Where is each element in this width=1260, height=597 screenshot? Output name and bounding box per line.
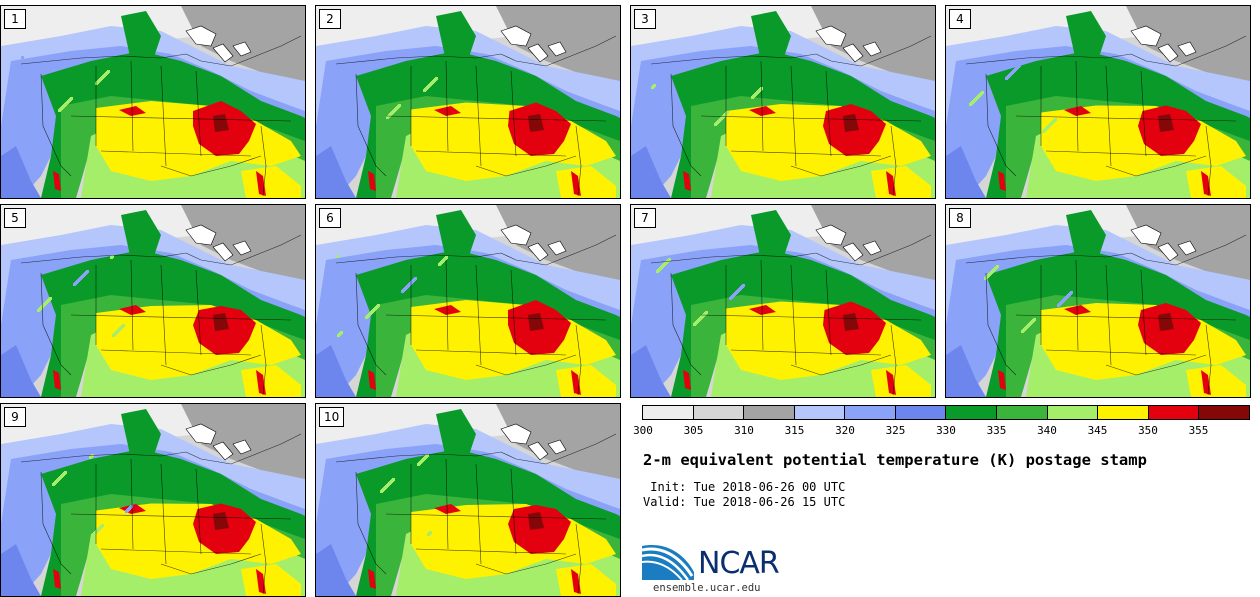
colorbar-tick-label: 300	[633, 424, 653, 437]
member-panel-7: 7	[630, 204, 936, 398]
colorbar	[642, 405, 1250, 420]
member-label: 2	[319, 9, 341, 29]
member-label: 4	[949, 9, 971, 29]
colorbar-segment	[1047, 406, 1099, 419]
colorbar-tick-label: 335	[986, 424, 1007, 437]
colorbar-segment	[997, 406, 1048, 419]
member-panel-5: 5	[0, 204, 306, 398]
member-panel-1: 1	[0, 5, 306, 199]
member-panel-9: 9	[0, 403, 306, 597]
weather-map	[1, 205, 305, 397]
member-label: 7	[634, 208, 656, 228]
colorbar-segment	[1148, 406, 1200, 419]
colorbar-tick-label: 340	[1037, 424, 1057, 437]
colorbar-segment	[693, 406, 745, 419]
colorbar-segment	[1098, 406, 1149, 419]
colorbar-tick-label: 350	[1138, 424, 1158, 437]
member-label: 5	[4, 208, 26, 228]
weather-map	[946, 6, 1250, 198]
colorbar-segment	[1199, 406, 1249, 419]
colorbar-segment	[643, 406, 694, 419]
ncar-logo-text: NCAR	[698, 546, 780, 581]
member-label: 6	[319, 208, 341, 228]
member-panel-8: 8	[945, 204, 1251, 398]
weather-map	[316, 404, 620, 596]
weather-map	[946, 205, 1250, 397]
weather-map	[1, 6, 305, 198]
member-panel-10: 10	[315, 403, 621, 597]
colorbar-segment	[845, 406, 896, 419]
member-label: 8	[949, 208, 971, 228]
member-label: 3	[634, 9, 656, 29]
colorbar-tick-label: 330	[936, 424, 956, 437]
colorbar-segment	[744, 406, 795, 419]
member-panel-4: 4	[945, 5, 1251, 199]
weather-map	[1, 404, 305, 596]
colorbar-tick-label: 315	[784, 424, 805, 437]
weather-map	[316, 6, 620, 198]
plot-title: 2-m equivalent potential temperature (K)…	[643, 451, 1147, 469]
weather-map	[316, 205, 620, 397]
logo-url: ensemble.ucar.edu	[653, 582, 761, 594]
colorbar-tick-label: 355	[1188, 424, 1209, 437]
member-label: 9	[4, 407, 26, 427]
init-time: Init: Tue 2018-06-26 00 UTC	[643, 480, 846, 494]
colorbar-tick-label: 325	[885, 424, 906, 437]
colorbar-tick-label: 305	[683, 424, 704, 437]
member-panel-3: 3	[630, 5, 936, 199]
member-panel-6: 6	[315, 204, 621, 398]
colorbar-segment	[946, 406, 998, 419]
valid-time: Valid: Tue 2018-06-26 15 UTC	[643, 495, 846, 509]
member-panel-2: 2	[315, 5, 621, 199]
member-label: 1	[4, 9, 26, 29]
weather-map	[631, 6, 935, 198]
colorbar-tick-label: 310	[734, 424, 754, 437]
colorbar-segment	[895, 406, 947, 419]
colorbar-segment	[794, 406, 846, 419]
colorbar-tick-label: 320	[835, 424, 855, 437]
ncar-logo-icon	[642, 545, 694, 581]
member-label: 10	[319, 407, 345, 427]
weather-map	[631, 205, 935, 397]
colorbar-tick-label: 345	[1087, 424, 1108, 437]
